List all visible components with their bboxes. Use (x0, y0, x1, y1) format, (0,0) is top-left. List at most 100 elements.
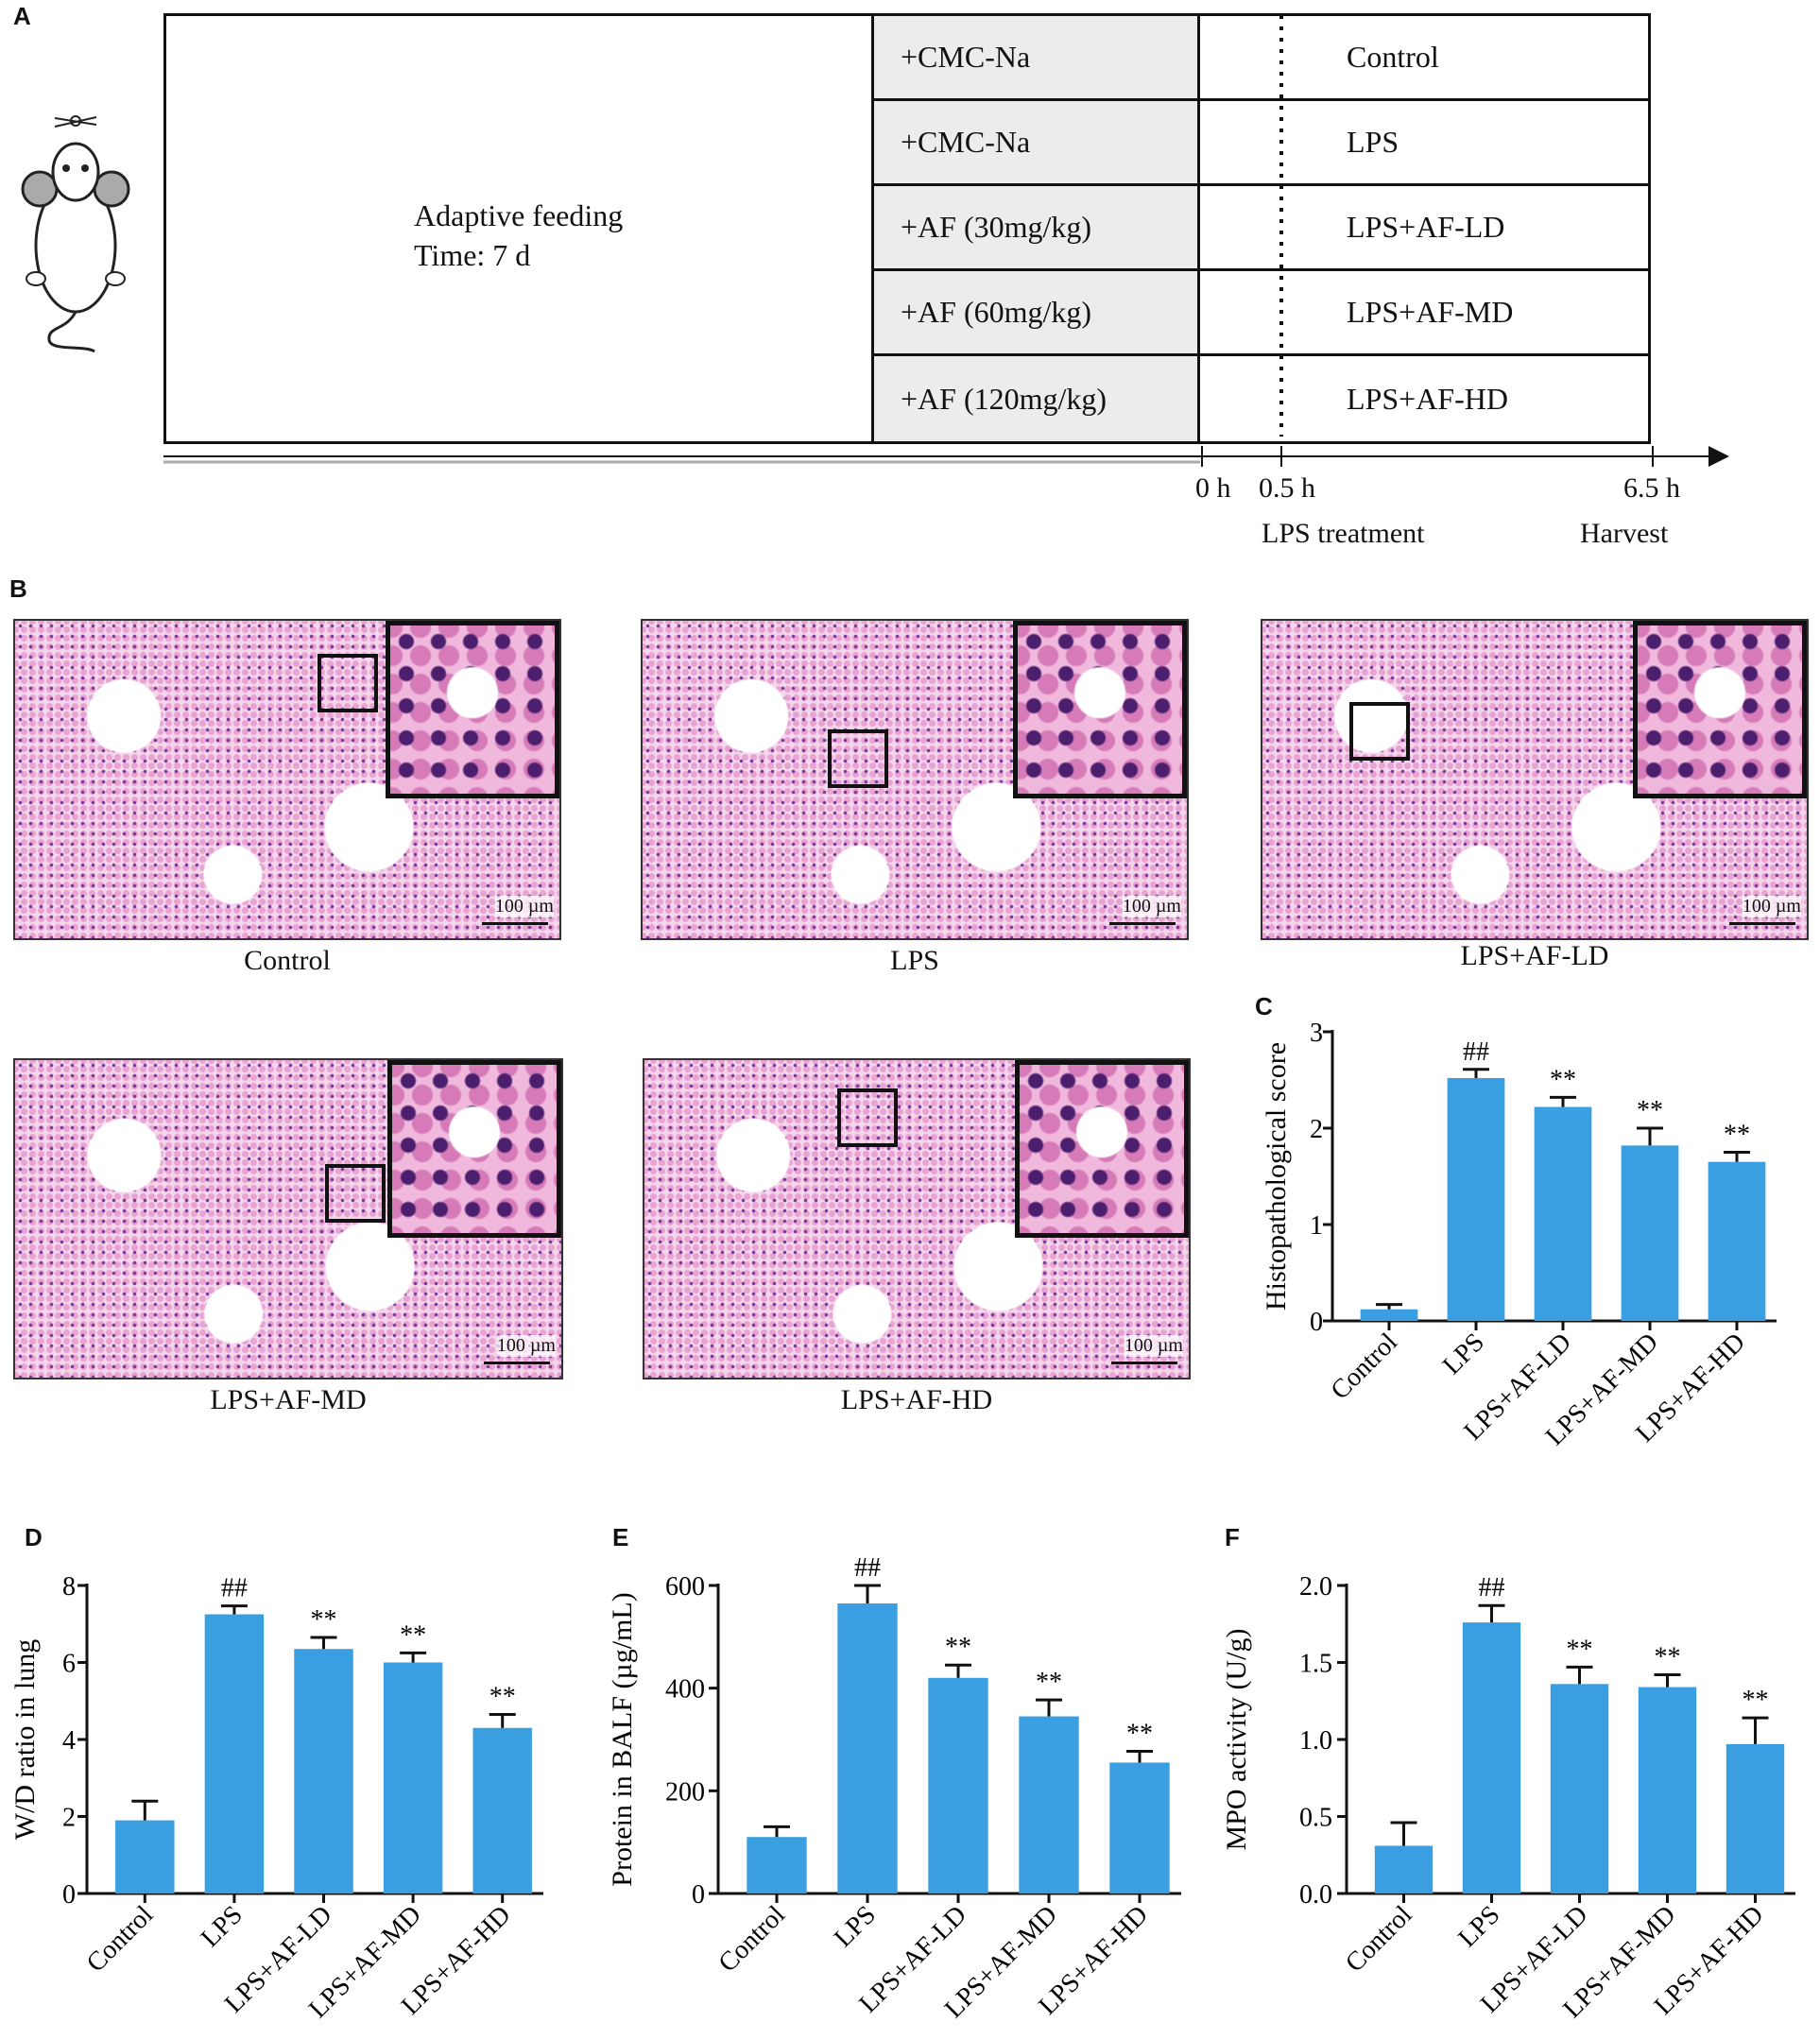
bar (1638, 1687, 1697, 1893)
scale-label: 100 µm (1124, 1335, 1183, 1357)
timeline-arrow (1708, 446, 1729, 467)
y-tick-label: 0 (62, 1880, 76, 1910)
panel-label-c: C (1255, 992, 1273, 1020)
scale-label: 100 µm (494, 896, 554, 917)
significance-label: ## (1463, 1037, 1489, 1067)
bar (928, 1677, 988, 1893)
scale-label: 100 µm (496, 1335, 556, 1357)
histology-image-lps-af-ld: 100 µm (1261, 619, 1809, 940)
adaptive-feeding-label: Adaptive feeding (414, 198, 624, 232)
inset-magnified (1633, 621, 1807, 798)
bar (294, 1649, 353, 1893)
significance-label: ** (1743, 1686, 1769, 1715)
caption-control: Control (244, 945, 331, 976)
timeline-65h: 6.5 h (1623, 472, 1680, 504)
significance-label: ** (1637, 1096, 1663, 1125)
bar (1360, 1309, 1418, 1321)
significance-label: ** (945, 1633, 971, 1662)
y-axis-label: Protein in BALF (µg/mL) (607, 1592, 638, 1886)
lps-treatment-label: LPS treatment (1262, 518, 1425, 549)
treatment-row-4: +AF (60mg/kg) (871, 268, 1200, 356)
caption-lps: LPS (890, 945, 939, 976)
significance-label: ** (489, 1683, 516, 1712)
significance-label: ** (311, 1605, 337, 1635)
scale-label: 100 µm (1742, 896, 1801, 917)
bar (472, 1727, 532, 1893)
significance-label: ## (1479, 1573, 1505, 1602)
mouse-illustration (21, 115, 130, 353)
timeline-05h: 0.5 h (1259, 472, 1315, 504)
histology-image-control: 100 µm (13, 619, 561, 940)
timeline-graphic (163, 15, 1729, 467)
panel-label-f: F (1225, 1523, 1240, 1551)
significance-label: ## (854, 1553, 881, 1583)
scale-bar (1729, 922, 1795, 925)
adaptive-time-label: Time: 7 d (414, 238, 531, 272)
x-tick-label: LPS (1452, 1900, 1505, 1953)
y-tick-label: 0 (1310, 1308, 1323, 1337)
y-tick-label: 2.0 (1299, 1572, 1332, 1602)
bar (747, 1837, 807, 1893)
y-tick-label: 0 (692, 1880, 705, 1910)
y-tick-label: 2 (62, 1804, 76, 1833)
caption-lps-af-ld: LPS+AF-LD (1460, 940, 1609, 971)
panel-label-e: E (612, 1523, 629, 1551)
y-axis-label: MPO activity (U/g) (1221, 1629, 1252, 1851)
significance-label: ## (221, 1574, 248, 1603)
y-tick-label: 400 (665, 1675, 705, 1705)
y-axis-label: W/D ratio in lung (9, 1639, 41, 1840)
inset-magnified (387, 1060, 561, 1238)
treatment-row-2: +CMC-Na (871, 98, 1200, 186)
bar (1708, 1161, 1766, 1321)
treatment-row-3: +AF (30mg/kg) (871, 183, 1200, 271)
panel-label-d: D (25, 1523, 43, 1551)
panel-label-a: A (13, 2, 31, 30)
y-tick-label: 0.5 (1299, 1804, 1332, 1833)
group-row-5: LPS+AF-HD (1197, 353, 1651, 444)
significance-label: ** (400, 1620, 426, 1650)
caption-lps-af-hd: LPS+AF-HD (840, 1384, 993, 1415)
bar (1447, 1077, 1505, 1321)
bar (1462, 1622, 1521, 1893)
panel-label-b: B (9, 574, 27, 603)
significance-label: ** (1126, 1719, 1153, 1748)
inset-magnified (1013, 621, 1187, 798)
bar (1726, 1743, 1785, 1893)
harvest-label: Harvest (1580, 518, 1669, 549)
y-tick-label: 1 (1310, 1211, 1323, 1241)
y-tick-label: 2 (1310, 1115, 1323, 1144)
scale-bar (484, 1362, 550, 1364)
caption-lps-af-md: LPS+AF-MD (210, 1384, 367, 1415)
zoom-box (828, 729, 888, 788)
y-axis-label: Histopathological score (1261, 1042, 1292, 1311)
y-tick-label: 0.0 (1299, 1880, 1332, 1910)
y-tick-label: 600 (665, 1572, 705, 1602)
scale-bar (1109, 922, 1176, 925)
y-tick-label: 3 (1310, 1019, 1323, 1048)
y-tick-label: 6 (62, 1650, 76, 1679)
group-row-4: LPS+AF-MD (1197, 268, 1651, 356)
histology-image-lps-af-md: 100 µm (13, 1058, 563, 1379)
scale-bar (1111, 1362, 1177, 1364)
bar (1621, 1145, 1679, 1321)
bar (1019, 1716, 1079, 1893)
bar (1550, 1684, 1609, 1893)
significance-label: ** (1036, 1668, 1062, 1697)
group-row-3: LPS+AF-LD (1197, 183, 1651, 271)
y-tick-label: 8 (62, 1572, 76, 1602)
bar (1534, 1106, 1592, 1321)
inset-magnified (386, 621, 559, 798)
scale-bar (482, 922, 548, 925)
zoom-box (318, 654, 378, 712)
bar (837, 1603, 898, 1893)
bar (1374, 1845, 1434, 1893)
treatment-row-5: +AF (120mg/kg) (871, 353, 1200, 444)
timeline-0h: 0 h (1195, 472, 1231, 504)
inset-magnified (1015, 1060, 1189, 1238)
y-tick-label: 1.0 (1299, 1726, 1332, 1756)
bar (383, 1662, 443, 1893)
significance-label: ** (1567, 1635, 1593, 1664)
